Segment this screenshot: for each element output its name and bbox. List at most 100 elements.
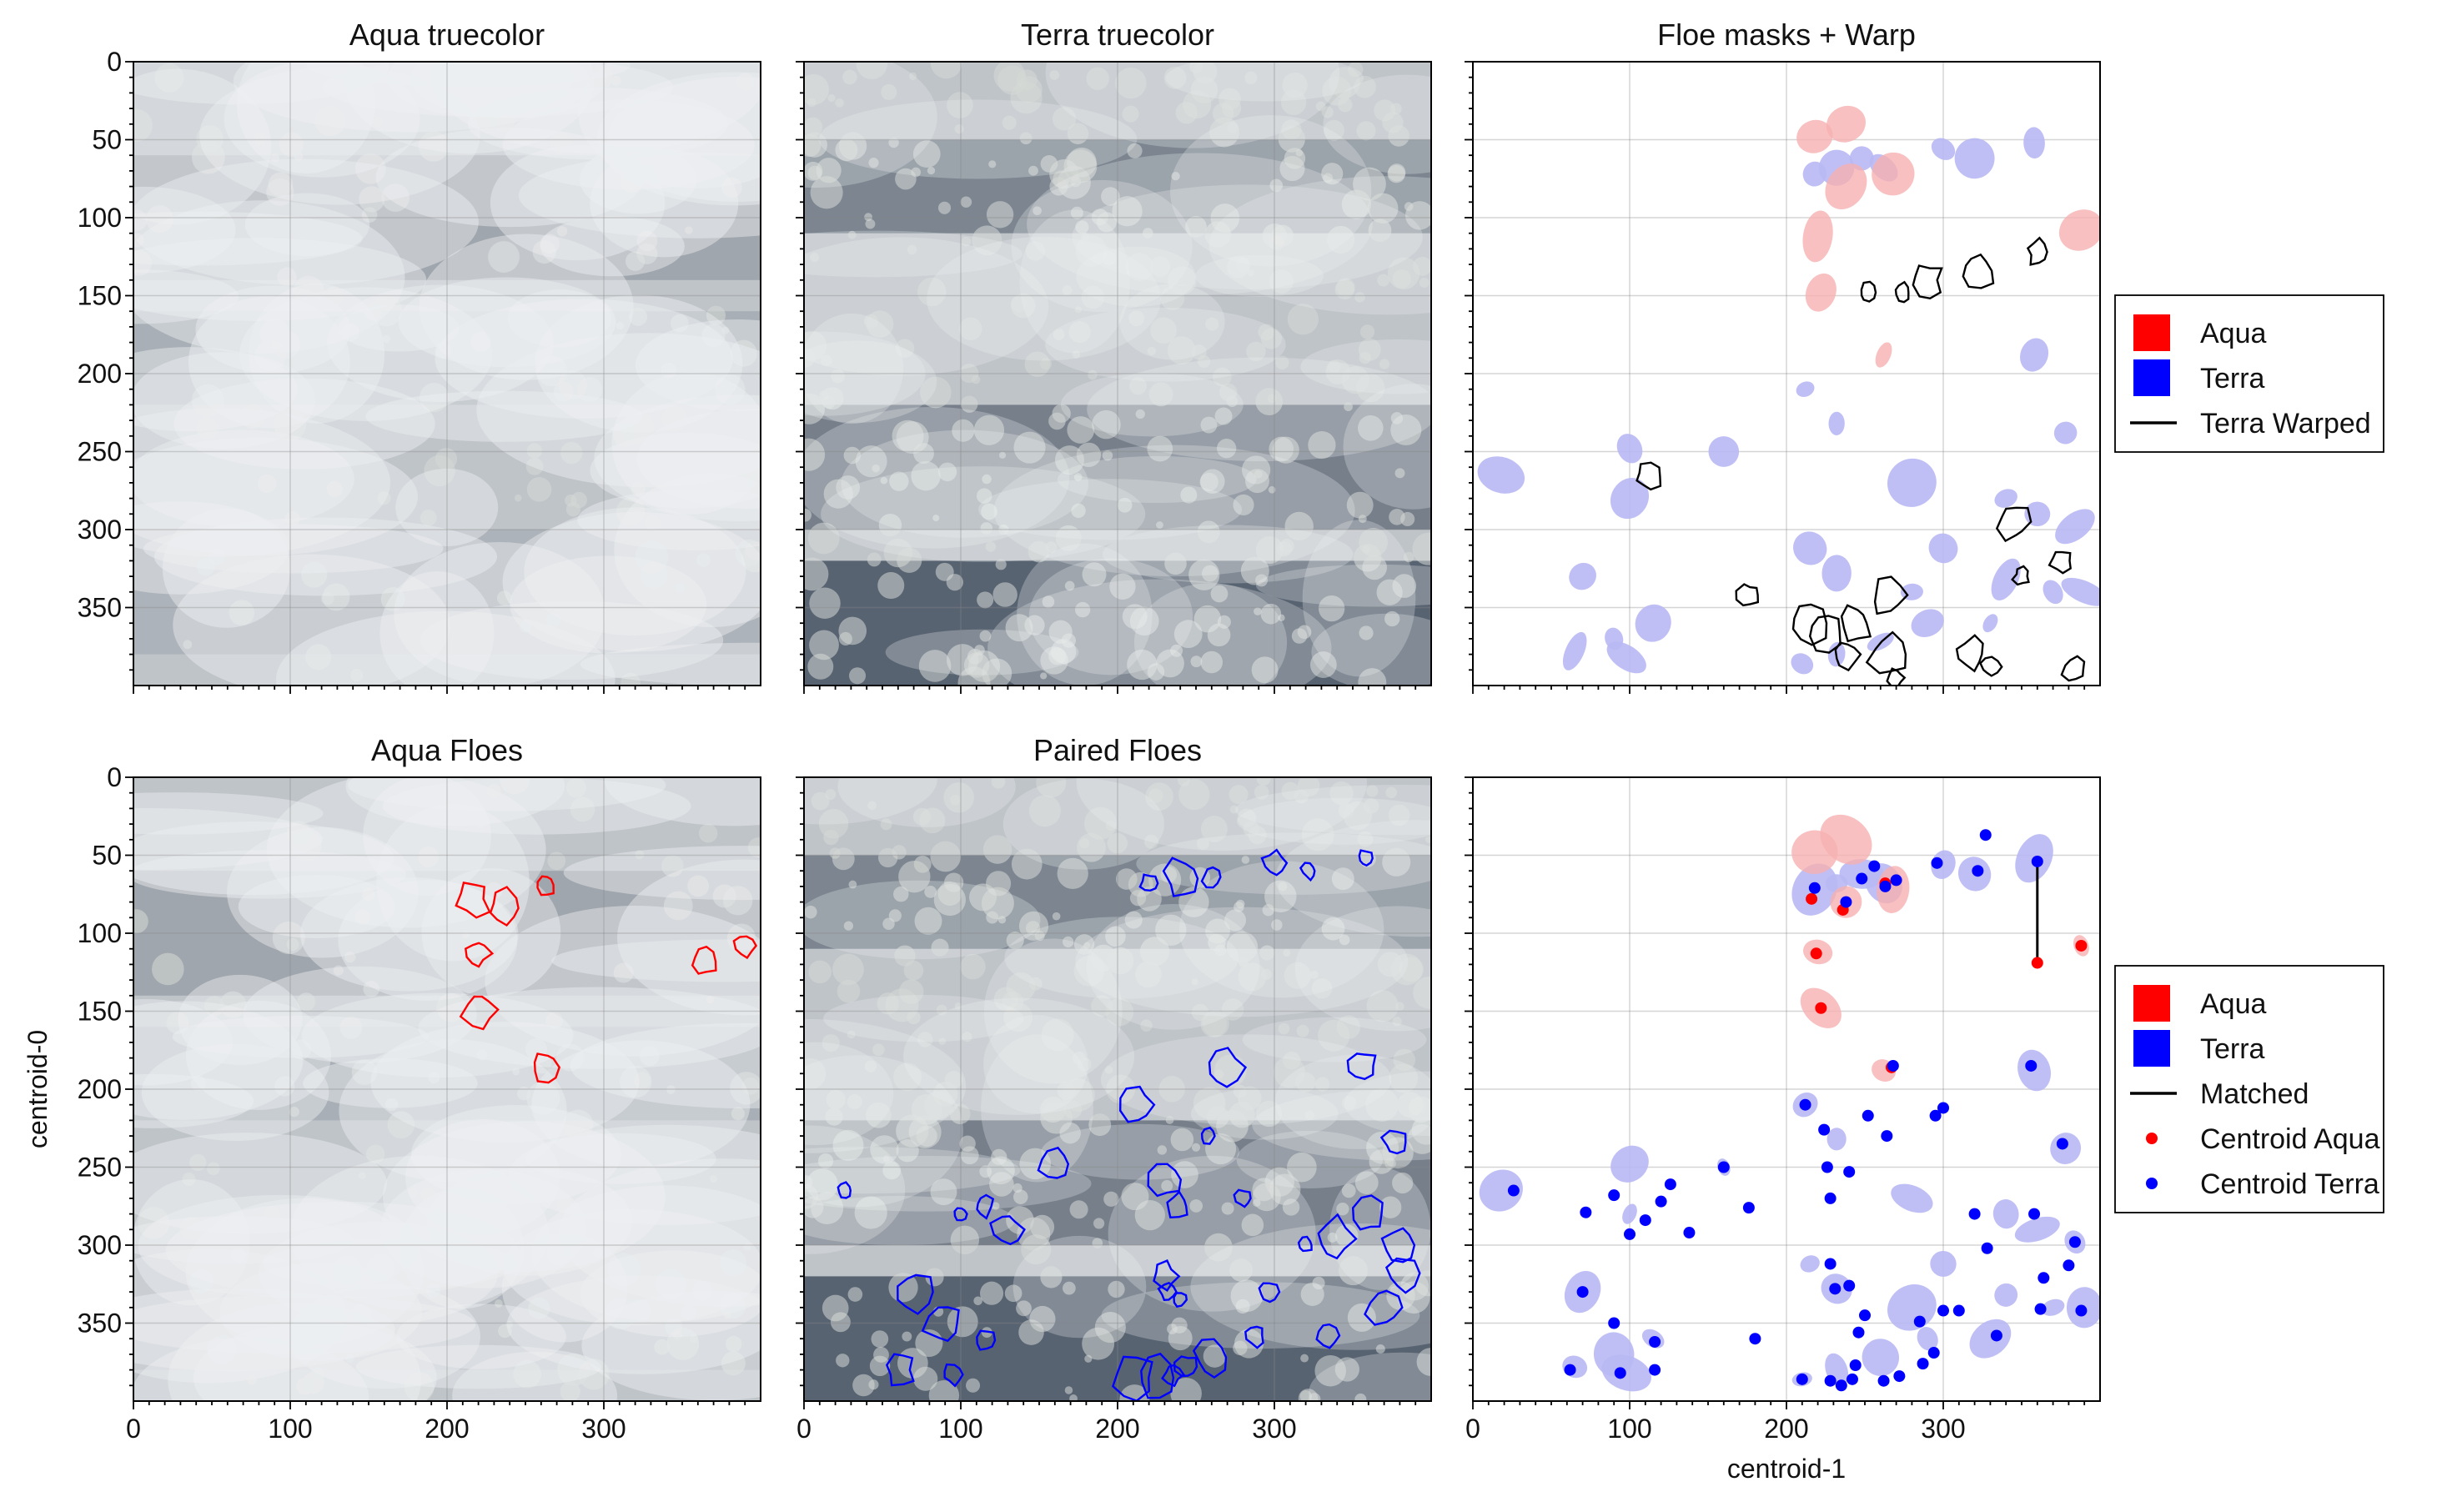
centroid-terra-point <box>1843 1280 1855 1292</box>
x-tick-label: 200 <box>425 1414 469 1444</box>
centroid-terra-point <box>1878 1375 1890 1387</box>
x-tick-label: 0 <box>796 1414 811 1444</box>
x-tick-label: 0 <box>126 1414 141 1444</box>
centroid-terra-point <box>2057 1138 2068 1149</box>
legend-swatch-aqua <box>2133 314 2170 351</box>
centroid-terra-point <box>1508 1185 1520 1197</box>
centroid-terra-point <box>1843 1166 1855 1178</box>
legend-label: Centroid Aqua <box>2200 1123 2380 1155</box>
centroid-terra-point <box>1718 1162 1730 1173</box>
centroid-terra-point <box>2035 1304 2047 1315</box>
y-tick-label: 100 <box>78 203 122 233</box>
x-tick-label: 200 <box>1764 1414 1808 1444</box>
centroid-terra-point <box>1887 1060 1899 1072</box>
centroid-terra-point <box>1937 1102 1949 1113</box>
centroid-terra-point <box>1565 1364 1576 1376</box>
x-tick-label: 300 <box>581 1414 626 1444</box>
y-tick-label: 200 <box>78 1074 122 1104</box>
y-tick-label: 0 <box>107 762 122 792</box>
centroid-terra-point <box>1821 1162 1833 1173</box>
legend-label: Matched <box>2200 1078 2309 1110</box>
centroid-terra-point <box>1847 1374 1858 1385</box>
centroid-terra-point <box>2069 1236 2081 1248</box>
centroid-terra-point <box>1615 1367 1626 1379</box>
y-tick-label: 50 <box>92 841 122 871</box>
centroid-terra-point <box>1917 1358 1929 1369</box>
y-tick-label: 250 <box>78 1153 122 1183</box>
centroid-terra-point <box>1649 1336 1661 1348</box>
y-tick-label: 200 <box>78 359 122 389</box>
centroid-terra-point <box>1825 1375 1837 1387</box>
x-tick-label: 100 <box>938 1414 982 1444</box>
legend-swatch-terra <box>2133 359 2170 396</box>
legend: Aqua Terra Terra Warped <box>2115 295 2384 452</box>
satellite-image <box>643 713 1564 1433</box>
centroid-terra-point <box>1809 882 1821 894</box>
satellite-image <box>0 736 919 1459</box>
legend-label: Terra Warped <box>2200 408 2371 440</box>
panel-title: Paired Floes <box>1033 733 1202 767</box>
y-tick-label: 0 <box>107 47 122 77</box>
centroid-terra-point <box>2025 1060 2037 1072</box>
centroid-terra-point <box>1800 1099 1811 1111</box>
centroid-terra-point <box>1829 1283 1841 1294</box>
legend-swatch-terra <box>2133 1030 2170 1067</box>
centroid-terra-point <box>2028 1208 2040 1220</box>
legend: AquaTerraMatchedCentroid AquaCentroid Te… <box>2115 966 2384 1213</box>
centroid-terra-point <box>1868 861 1880 872</box>
centroid-terra-point <box>1972 865 1983 877</box>
centroid-terra-point <box>1836 1379 1847 1391</box>
legend-label: Centroid Terra <box>2200 1168 2379 1200</box>
x-tick-label: 0 <box>1465 1414 1480 1444</box>
legend-label: Terra <box>2200 363 2265 394</box>
centroid-terra-point <box>1914 1316 1926 1328</box>
centroid-terra-point <box>2032 856 2043 867</box>
centroid-terra-point <box>1818 1124 1830 1136</box>
legend-marker-aqua <box>2146 1133 2158 1144</box>
y-tick-label: 50 <box>92 125 122 155</box>
centroid-terra-point <box>1859 1309 1871 1321</box>
legend-label: Aqua <box>2200 318 2266 349</box>
centroid-terra-point <box>1891 874 1902 886</box>
centroid-terra-point <box>1743 1202 1755 1213</box>
centroid-terra-point <box>1608 1189 1620 1201</box>
centroid-terra-point <box>1879 881 1891 892</box>
centroid-terra-point <box>1928 1347 1940 1359</box>
panel-title: Terra truecolor <box>1021 18 1214 52</box>
centroid-terra-point <box>1840 897 1852 908</box>
panel-title: Aqua Floes <box>371 733 523 767</box>
y-axis-label: centroid-0 <box>23 1030 53 1148</box>
x-axis-label: centroid-1 <box>1727 1454 1846 1484</box>
centroid-terra-point <box>1937 1305 1949 1317</box>
centroid-terra-point <box>1580 1207 1591 1218</box>
centroid-aqua-point <box>1806 893 1817 905</box>
panel-title: Floe masks + Warp <box>1657 18 1916 52</box>
centroid-aqua-point <box>1815 1002 1826 1014</box>
centroid-terra-point <box>1953 1305 1965 1317</box>
centroid-terra-point <box>1850 1359 1862 1371</box>
centroid-aqua-point <box>2032 957 2043 969</box>
y-tick-label: 350 <box>78 593 122 623</box>
centroid-terra-point <box>1969 1208 1981 1220</box>
y-tick-label: 150 <box>78 281 122 311</box>
legend-label: Terra <box>2200 1033 2265 1065</box>
centroid-terra-point <box>1608 1318 1620 1329</box>
centroid-aqua-point <box>2075 940 2087 952</box>
centroid-terra-point <box>1640 1214 1651 1226</box>
centroid-terra-point <box>1852 1327 1864 1339</box>
centroid-terra-point <box>1577 1286 1589 1298</box>
centroid-terra-point <box>1749 1333 1761 1344</box>
x-tick-label: 200 <box>1095 1414 1139 1444</box>
centroid-terra-point <box>1624 1228 1636 1240</box>
y-tick-label: 150 <box>78 997 122 1027</box>
centroid-terra-point <box>1649 1364 1661 1376</box>
centroid-terra-point <box>1665 1178 1676 1190</box>
x-tick-label: 300 <box>1921 1414 1965 1444</box>
centroid-terra-point <box>1683 1227 1695 1238</box>
centroid-terra-point <box>1656 1196 1667 1208</box>
panel-title: Aqua truecolor <box>349 18 545 52</box>
centroid-terra-point <box>1980 829 1992 841</box>
centroid-terra-point <box>2038 1272 2049 1283</box>
legend-swatch-aqua <box>2133 985 2170 1022</box>
